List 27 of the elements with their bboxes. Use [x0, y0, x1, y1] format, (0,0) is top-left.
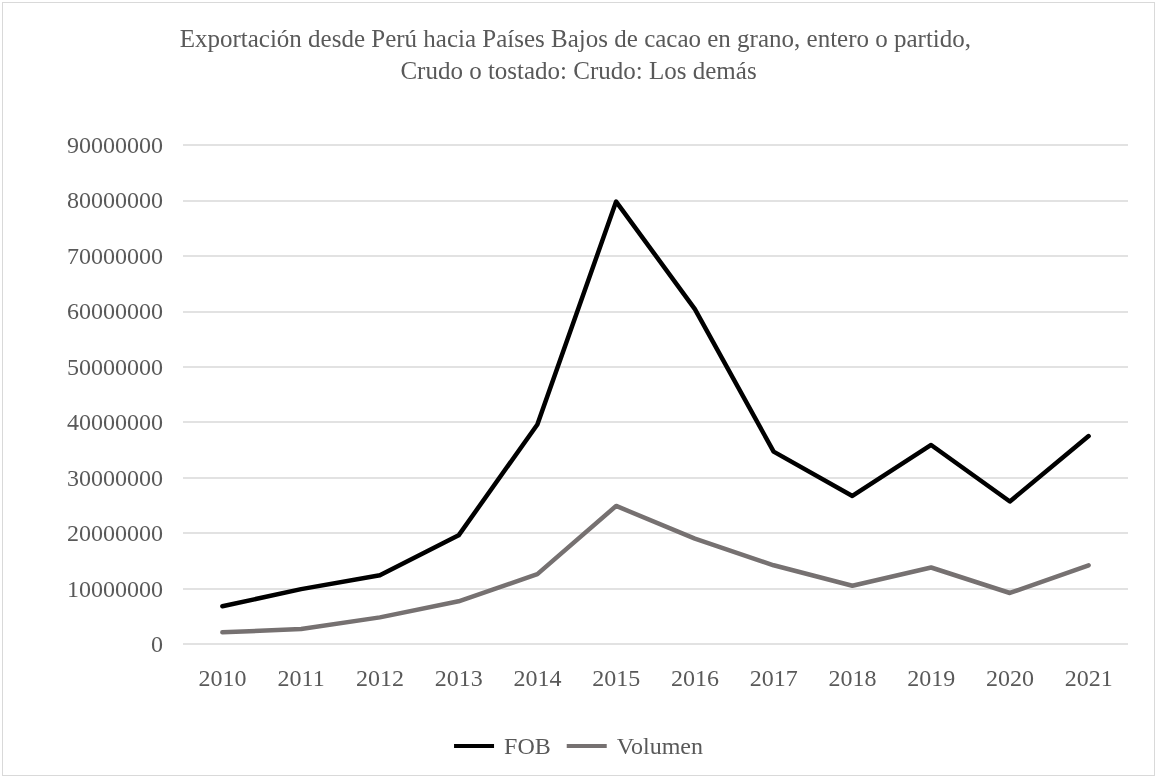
x-tick-label: 2010 [198, 665, 247, 691]
x-tick-label: 2015 [592, 665, 641, 691]
y-tick-label: 50000000 [67, 353, 163, 380]
x-tick-label: 2013 [434, 665, 483, 691]
line-series [220, 199, 1091, 609]
y-tick-label: 30000000 [67, 464, 163, 491]
x-tick-label: 2016 [670, 665, 719, 691]
y-tick-label: 70000000 [67, 242, 163, 269]
y-tick-label: 60000000 [67, 298, 163, 325]
x-tick-label: 2011 [277, 665, 325, 691]
x-tick-label: 2019 [907, 665, 956, 691]
y-tick-label: 90000000 [67, 132, 163, 158]
y-tick-label: 10000000 [67, 575, 163, 602]
y-tick-label: 80000000 [67, 187, 163, 214]
y-tick-label: 40000000 [67, 409, 163, 436]
y-tick-label: 20000000 [67, 520, 163, 547]
x-tick-label: 2014 [513, 665, 562, 691]
x-tick-label: 2017 [749, 665, 798, 691]
x-tick-label: 2018 [828, 665, 877, 691]
chart-title: Exportación desde Perú hacia Países Bajos de cacao en grano, entero o partido, Crudo o tostado: Crudo: Los demás [179, 24, 978, 84]
y-tick-label: 0 [151, 631, 163, 657]
x-tick-label: 2020 [985, 665, 1034, 691]
legend-label: Volumen [616, 733, 703, 759]
x-tick-label: 2012 [355, 665, 404, 691]
line-series [220, 503, 1091, 635]
x-tick-label: 2021 [1064, 665, 1113, 691]
legend-label: FOB [504, 733, 551, 759]
